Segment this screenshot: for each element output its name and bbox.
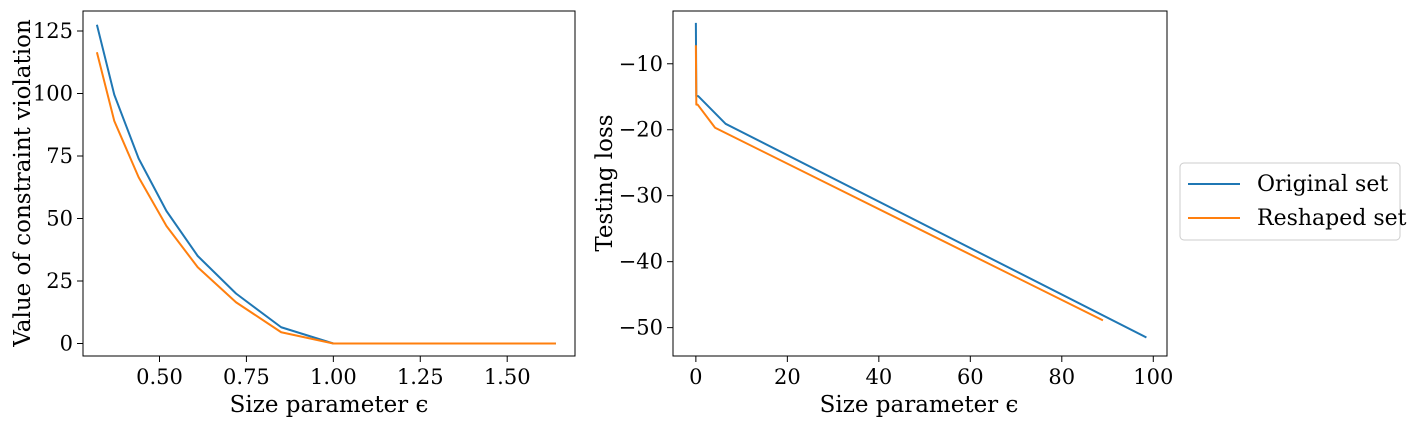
x-tick-label: 40 [865, 365, 892, 389]
series-lines [694, 22, 1147, 339]
x-tick-label: 100 [1133, 365, 1173, 389]
x-tick-label: 60 [957, 365, 984, 389]
series-line-original-set [95, 24, 556, 345]
y-axis-label: Testing loss [592, 114, 618, 251]
y-ticks: 0 25 50 75 100 125 [33, 19, 83, 356]
y-tick-label: −20 [619, 118, 663, 142]
x-ticks: 0 20 40 60 80 100 [689, 356, 1173, 389]
legend-box [1179, 162, 1401, 241]
y-tick-label: −40 [619, 250, 663, 274]
series-line-reshaped-set [694, 45, 1104, 322]
x-tick-label: 1.50 [484, 365, 531, 389]
x-tick-label: 0 [689, 365, 702, 389]
y-tick-label: −50 [619, 316, 663, 340]
y-tick-label: −30 [619, 184, 663, 208]
y-tick-label: 25 [46, 269, 73, 293]
plot-frame [672, 10, 1168, 357]
legend: Original set Reshaped set [1179, 162, 1407, 241]
x-axis-label: Size parameter ϵ [230, 392, 429, 418]
x-ticks: 0.50 0.75 1.00 1.25 1.50 [136, 356, 531, 389]
y-tick-label: 75 [46, 144, 73, 168]
x-axis-label: Size parameter ϵ [820, 392, 1019, 418]
x-tick-label: 1.00 [310, 365, 357, 389]
y-tick-label: 50 [46, 207, 73, 231]
y-tick-label: 100 [33, 82, 73, 106]
legend-label-reshaped-set: Reshaped set [1257, 206, 1407, 231]
x-tick-label: 0.75 [223, 365, 270, 389]
y-tick-label: 125 [33, 19, 73, 43]
y-axis-label: Value of constraint violation [10, 19, 36, 348]
legend-label-original-set: Original set [1257, 172, 1388, 197]
x-tick-label: 1.25 [397, 365, 444, 389]
series-line-original-set [694, 22, 1147, 339]
y-tick-label: −10 [619, 52, 663, 76]
y-tick-label: 0 [60, 332, 73, 356]
plot-frame [82, 10, 576, 357]
series-line-reshaped-set [95, 52, 556, 345]
series-lines [95, 24, 556, 345]
constraint-violation-chart: 0.50 0.75 1.00 1.25 1.50 0 25 50 75 100 125 Size … [10, 10, 576, 418]
x-tick-label: 80 [1048, 365, 1075, 389]
x-tick-label: 0.50 [136, 365, 183, 389]
y-ticks: −10 −20 −30 −40 −50 [619, 52, 673, 340]
x-tick-label: 20 [774, 365, 801, 389]
testing-loss-chart: 0 20 40 60 80 100 −10 −20 −30 −40 −50 Size parame… [592, 10, 1173, 418]
